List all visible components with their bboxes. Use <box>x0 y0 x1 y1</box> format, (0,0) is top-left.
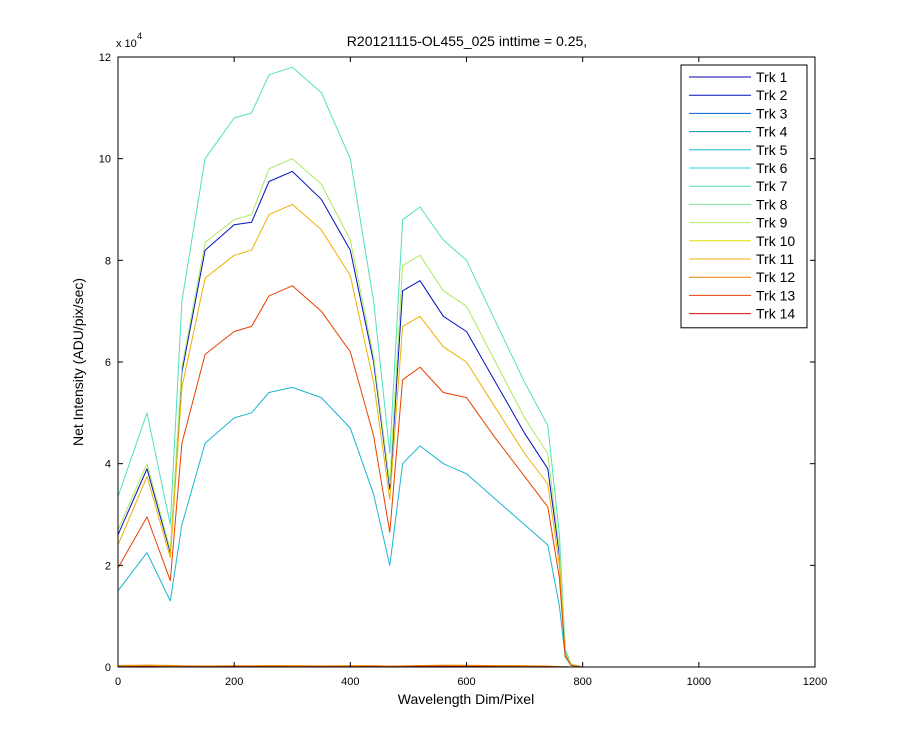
series-line-trk-11 <box>117 203 713 668</box>
x-axis: 0 200 400 600 800 1000 1200 <box>115 57 827 688</box>
legend-label: Trk 8 <box>756 196 788 212</box>
y-tick-label: 0 <box>105 662 111 674</box>
y-tick-label: 4 <box>105 459 111 471</box>
legend-label: Trk 3 <box>756 105 788 121</box>
series-line-trk-7 <box>117 66 713 668</box>
series-line-trk-5 <box>117 386 713 668</box>
legend-label: Trk 13 <box>756 287 795 303</box>
y-tick-label: 12 <box>99 52 111 64</box>
x-tick-label: 1000 <box>687 676 711 688</box>
x-tick-label: 0 <box>115 676 121 688</box>
x-tick-label: 600 <box>457 676 475 688</box>
legend-label: Trk 4 <box>756 124 788 140</box>
chart-title: R20121115-OL455_025 inttime = 0.25, <box>347 33 587 49</box>
y-exponent: x 10 4 <box>116 31 142 50</box>
legend-label: Trk 1 <box>756 69 788 85</box>
x-tick-label: 200 <box>225 676 243 688</box>
x-tick-label: 400 <box>341 676 359 688</box>
y-tick-label: 10 <box>99 154 111 166</box>
x-tick-label: 1200 <box>803 676 827 688</box>
legend-label: Trk 9 <box>756 215 788 231</box>
y-tick-label: 6 <box>105 357 111 369</box>
legend-label: Trk 14 <box>756 306 795 322</box>
y-axis-title: Net Intensity (ADU/pix/sec) <box>70 278 86 446</box>
legend-label: Trk 2 <box>756 87 788 103</box>
legend: Trk 1 Trk 2 Trk 3 Trk 4 Trk 5 Trk 6 Trk 7 Trk 8… <box>680 64 808 329</box>
series-line-trk-9 <box>117 158 713 668</box>
legend-label: Trk 12 <box>756 269 795 285</box>
y-multiplier-exponent: 4 <box>137 31 142 41</box>
legend-label: Trk 10 <box>756 233 795 249</box>
legend-label: Trk 6 <box>756 160 788 176</box>
legend-box <box>680 64 808 329</box>
legend-label: Trk 7 <box>756 178 788 194</box>
y-multiplier-label: x 10 <box>116 38 137 50</box>
legend-label: Trk 5 <box>756 142 788 158</box>
series-line-trk-13 <box>117 285 713 668</box>
y-tick-label: 2 <box>105 560 111 572</box>
y-axis: 0 2 4 6 8 10 12 <box>99 52 815 674</box>
legend-label: Trk 11 <box>756 251 794 267</box>
x-axis-title: Wavelength Dim/Pixel <box>398 691 534 707</box>
y-tick-label: 8 <box>105 255 111 267</box>
x-tick-label: 800 <box>573 676 591 688</box>
